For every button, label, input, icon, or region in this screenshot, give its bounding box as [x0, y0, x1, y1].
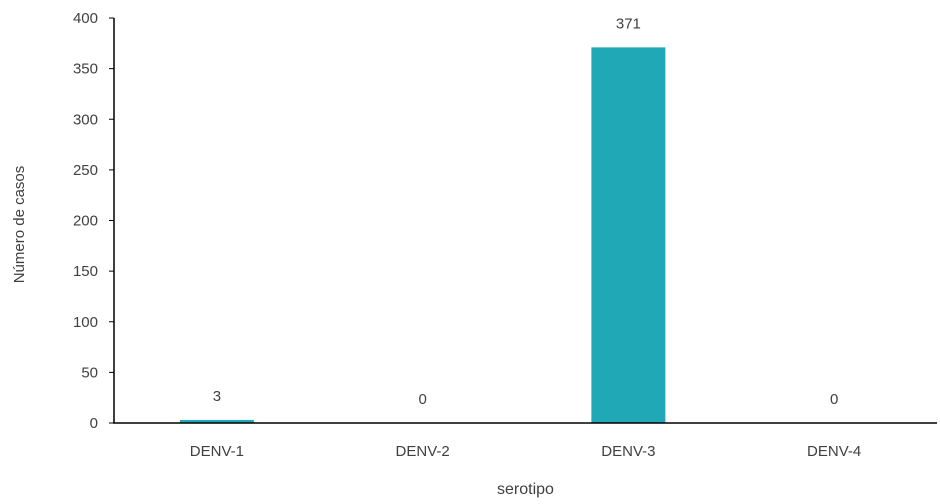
y-tick-label: 200	[73, 213, 98, 230]
y-tick-label: 50	[81, 364, 98, 381]
y-tick-label: 400	[73, 10, 98, 27]
x-tick-label: DENV-1	[190, 443, 244, 460]
y-tick-label: 100	[73, 314, 98, 331]
data-label: 371	[616, 15, 641, 32]
y-tick-label: 350	[73, 61, 98, 78]
y-tick-label: 0	[90, 415, 98, 432]
data-labels: 3 0 371 0	[213, 15, 839, 408]
y-tick-label: 250	[73, 162, 98, 179]
y-axis-title: Número de casos	[11, 166, 28, 284]
bar-denv-1	[179, 419, 254, 423]
data-label: 0	[418, 391, 426, 408]
x-tick-label: DENV-3	[601, 443, 655, 460]
bar-denv-3	[591, 47, 666, 424]
data-label: 0	[830, 391, 838, 408]
x-tick-label: DENV-2	[396, 443, 450, 460]
x-axis-ticks: DENV-1 DENV-2 DENV-3 DENV-4	[190, 443, 861, 460]
y-axis-ticks: 0 50 100 150 200 250 300 350 400	[73, 10, 114, 432]
data-label: 3	[213, 388, 221, 405]
bar-series	[179, 47, 666, 424]
y-tick-label: 150	[73, 263, 98, 280]
x-axis-title: serotipo	[497, 481, 554, 498]
y-tick-label: 300	[73, 111, 98, 128]
x-tick-label: DENV-4	[807, 443, 861, 460]
